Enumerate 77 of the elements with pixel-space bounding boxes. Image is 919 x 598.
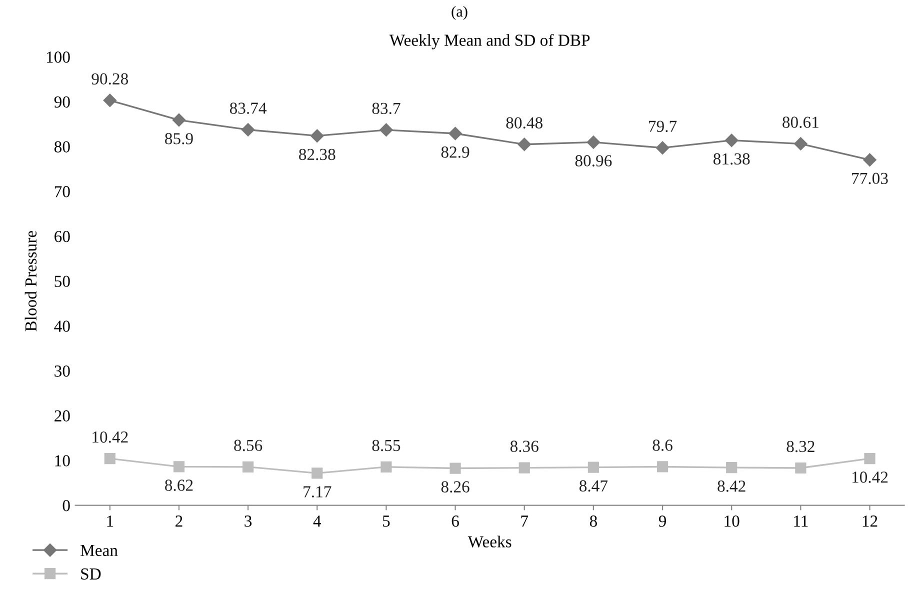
point — [172, 113, 186, 127]
data-label: 82.38 — [299, 148, 336, 160]
y-tick-label: 100 — [46, 52, 70, 63]
x-tick-label: 9 — [658, 516, 666, 527]
data-label: 80.96 — [575, 155, 612, 167]
chart-subtitle: Weekly Mean and SD of DBP — [389, 34, 590, 50]
data-label: 83.7 — [372, 102, 400, 114]
data-label: 8.42 — [718, 480, 746, 492]
legend-label: SD — [81, 568, 101, 580]
legend-label: Mean — [80, 544, 118, 556]
y-tick-label: 80 — [54, 141, 70, 152]
x-tick-label: 2 — [176, 516, 182, 527]
y-tick-label: 10 — [55, 455, 70, 466]
data-label: 8.6 — [652, 440, 672, 451]
point — [518, 138, 531, 151]
data-label: 10.42 — [92, 431, 128, 443]
y-tick-label: 90 — [54, 96, 70, 108]
data-label: 81.38 — [713, 153, 750, 165]
y-tick-label: 60 — [54, 230, 70, 242]
y-tick-label: 50 — [54, 276, 70, 288]
data-label: 82.9 — [441, 146, 470, 158]
data-label: 90.28 — [92, 73, 128, 85]
x-tick-label: 8 — [590, 516, 597, 527]
point — [380, 123, 393, 137]
data-label: 8.56 — [234, 440, 262, 452]
point — [725, 134, 738, 147]
data-label: 85.9 — [165, 133, 193, 144]
x-tick-label: 3 — [244, 516, 252, 527]
point — [864, 453, 876, 464]
point — [450, 462, 461, 474]
y-tick-label: 30 — [54, 365, 70, 377]
data-label: 79.7 — [649, 120, 677, 132]
point — [310, 129, 324, 142]
point — [794, 137, 808, 150]
data-label: 83.74 — [230, 102, 267, 114]
y-tick-label: 70 — [54, 186, 70, 198]
point — [518, 462, 530, 474]
point — [586, 136, 600, 149]
y-tick-label: 20 — [54, 410, 70, 422]
data-label: 80.61 — [782, 116, 818, 128]
point — [448, 126, 462, 140]
data-label: 8.36 — [510, 440, 538, 452]
point — [863, 153, 876, 166]
x-tick-label: 7 — [521, 516, 528, 527]
data-label: 8.47 — [579, 480, 608, 492]
point — [104, 453, 116, 464]
y-axis-title: Blood Pressure — [24, 230, 37, 332]
x-tick-label: 5 — [383, 516, 390, 527]
point — [588, 462, 599, 473]
x-tick-label: 10 — [724, 516, 740, 527]
data-label: 8.55 — [372, 440, 400, 452]
data-label: 7.17 — [304, 486, 332, 498]
point — [656, 141, 670, 154]
x-tick-label: 6 — [452, 516, 459, 527]
data-label: 10.42 — [852, 472, 888, 483]
data-label: 8.26 — [441, 481, 470, 493]
data-label: 80.48 — [506, 117, 542, 129]
point — [242, 461, 254, 472]
point — [380, 461, 392, 473]
x-axis-title: Weeks — [468, 536, 512, 548]
point — [173, 461, 185, 472]
x-tick-label: 4 — [313, 516, 322, 527]
point — [795, 462, 806, 474]
point — [726, 462, 738, 474]
y-tick-label: 0 — [62, 500, 70, 512]
x-tick-label: 1 — [107, 516, 114, 527]
data-label: 8.62 — [165, 480, 193, 491]
data-label: 77.03 — [852, 172, 888, 184]
point — [241, 123, 255, 136]
data-label: 8.32 — [786, 440, 814, 452]
chart-title: (a) — [452, 6, 468, 20]
x-tick-label: 12 — [862, 516, 878, 527]
x-tick-label: 11 — [794, 516, 808, 527]
point — [656, 461, 668, 472]
point — [103, 94, 116, 107]
y-tick-label: 40 — [54, 320, 70, 332]
point — [312, 468, 323, 479]
